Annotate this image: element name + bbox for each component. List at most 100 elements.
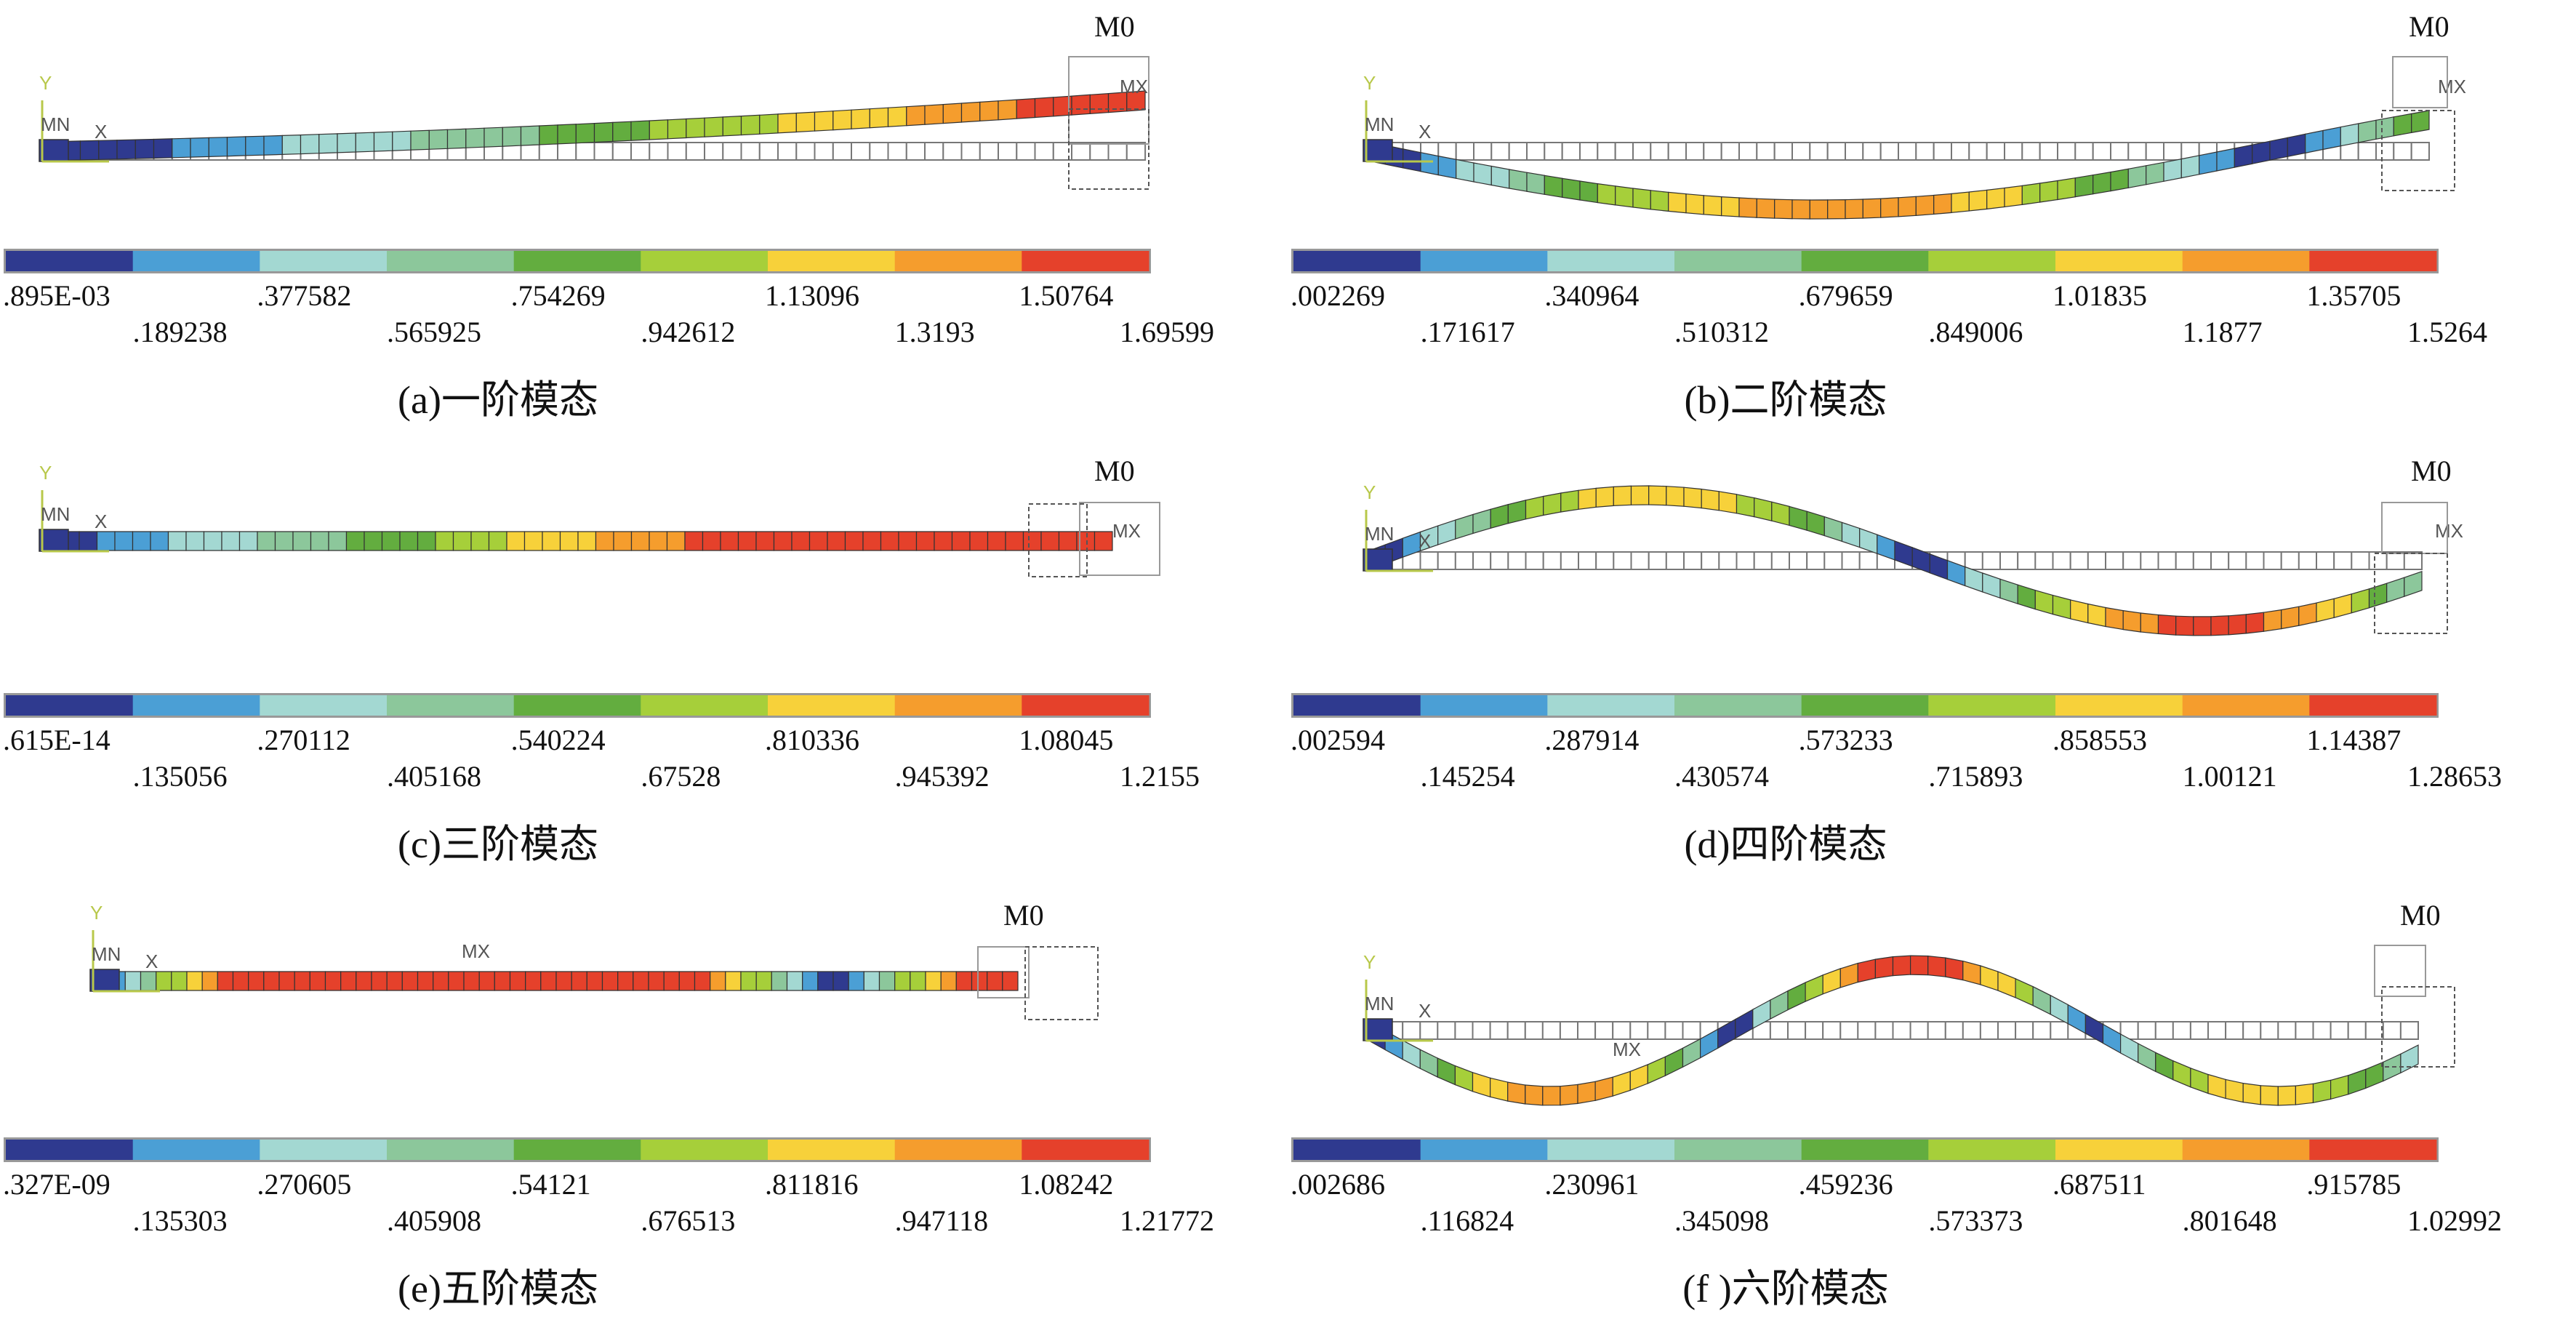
deformed-element	[915, 531, 935, 551]
deformed-element	[851, 108, 870, 129]
legend-swatch	[387, 251, 515, 271]
deformed-element	[704, 116, 723, 137]
undeformed-element	[2368, 551, 2388, 570]
undeformed-element	[1542, 551, 1562, 570]
deformed-element	[506, 531, 526, 551]
deformed-element	[1718, 491, 1738, 514]
deformed-element	[1823, 516, 1843, 543]
deformed-element	[1632, 188, 1651, 210]
deformed-element	[694, 971, 711, 991]
undeformed-element	[649, 142, 669, 161]
legend-swatch	[894, 251, 1022, 271]
undeformed-element	[1791, 142, 1811, 161]
deformed-element	[1968, 189, 1988, 212]
deformed-element	[433, 971, 449, 991]
deformed-element	[478, 971, 495, 991]
max-node-label: MX	[1120, 76, 1148, 97]
deformed-element	[771, 971, 788, 991]
legend-tick-label: .377582	[257, 279, 351, 312]
legend-swatch	[894, 1140, 1022, 1160]
support-symbol	[1363, 510, 1433, 572]
legend-swatch	[387, 695, 515, 716]
deformed-element	[1892, 955, 1911, 977]
undeformed-element	[1664, 1021, 1684, 1040]
deformed-element	[1980, 965, 1999, 991]
legend-tick-label: .145254	[1421, 760, 1515, 793]
deformed-element	[1016, 97, 1036, 119]
undeformed-element	[2127, 142, 2147, 161]
deformed-element	[1787, 982, 1806, 1011]
legend-swatch	[1547, 251, 1675, 271]
deformed-element	[1857, 958, 1877, 983]
legend-tick-label: .895E-03	[3, 279, 111, 312]
deformed-element	[132, 531, 151, 551]
deformed-element	[448, 971, 465, 991]
legend-tick-label: .002686	[1291, 1168, 1385, 1201]
deformed-element	[1543, 492, 1562, 516]
deformed-element	[417, 531, 436, 551]
undeformed-element	[1756, 142, 1775, 161]
legend-swatch	[387, 1140, 515, 1160]
deformed-element	[924, 103, 944, 125]
mode-5-plot: Y MN X MX M0 .327E-09 .270605 .54121 .811816 1.08…	[3, 899, 1214, 1237]
deformed-element	[2333, 593, 2352, 619]
undeformed-element	[2295, 1021, 2314, 1040]
color-legend: .002686 .230961 .459236 .687511 .915785 .1168…	[1291, 1137, 2502, 1237]
undeformed-element	[2382, 1021, 2402, 1040]
undeformed-element	[1071, 142, 1091, 161]
legend-swatch	[2182, 1140, 2310, 1160]
deformed-element	[1682, 1038, 1701, 1068]
deformed-element	[832, 109, 852, 131]
deformed-element	[817, 971, 834, 991]
legend-swatch	[1420, 251, 1548, 271]
undeformed-element	[1455, 142, 1474, 161]
deformed-element	[1437, 519, 1456, 545]
deformed-element	[2199, 151, 2218, 175]
deformed-element	[2348, 1068, 2367, 1095]
undeformed-element	[1951, 142, 1970, 161]
undeformed-element	[575, 142, 595, 161]
panel-mode-6: Y MN X MX M0 .002686 .230961 .459236 .687511 .915…	[1288, 889, 2575, 1333]
deformed-element	[571, 971, 587, 991]
deformed-element	[2400, 1044, 2419, 1074]
deformed-element	[1822, 968, 1841, 995]
undeformed-element	[2263, 551, 2282, 570]
deformed-element	[1507, 500, 1527, 524]
legend-tick-label: 1.35705	[2306, 279, 2401, 312]
deformed-element	[2105, 607, 2124, 631]
undeformed-element	[2021, 142, 2041, 161]
legend-tick-label: .405908	[387, 1204, 481, 1237]
deformed-element	[1507, 1081, 1526, 1105]
undeformed-element	[630, 142, 651, 161]
undeformed-element	[1490, 551, 1509, 570]
mode-4-plot: Y MN X MX M0 .002594 .287914 .573233 .858553 1.14…	[1291, 455, 2502, 793]
deformed-element	[2093, 171, 2111, 195]
panel-mode-4: Y MN X MX M0 .002594 .287914 .573233 .858553 1.14…	[1288, 444, 2575, 889]
undeformed-element	[1507, 551, 1527, 570]
deformed-element	[1668, 191, 1687, 214]
undeformed-element	[611, 142, 633, 161]
deformed-element	[483, 127, 503, 148]
undeformed-element	[1879, 142, 1900, 161]
undeformed-element	[1594, 1021, 1614, 1040]
legend-swatch	[2182, 695, 2310, 716]
deformed-element	[1721, 196, 1740, 217]
deformed-element	[1437, 155, 1457, 180]
deformed-element	[364, 531, 383, 551]
legend-tick-label: .171617	[1421, 316, 1515, 348]
undeformed-element	[777, 142, 798, 161]
x-axis-label: X	[145, 950, 158, 972]
deformed-element	[470, 531, 490, 551]
deformed-element	[934, 531, 953, 551]
legend-tick-label: .687511	[2053, 1168, 2146, 1201]
undeformed-element	[2015, 1021, 2034, 1040]
legend-swatch	[1801, 1140, 1929, 1160]
root-element	[1363, 139, 1393, 162]
deformed-element	[1420, 151, 1439, 176]
legend-tick-label: 1.13096	[765, 279, 859, 312]
min-node-label: MN	[92, 943, 121, 965]
deformed-element	[1544, 175, 1563, 199]
undeformed-element	[1787, 1021, 1807, 1040]
undeformed-element	[1809, 142, 1829, 161]
caption-mode-6: (f )六阶模态	[1682, 1267, 1889, 1310]
